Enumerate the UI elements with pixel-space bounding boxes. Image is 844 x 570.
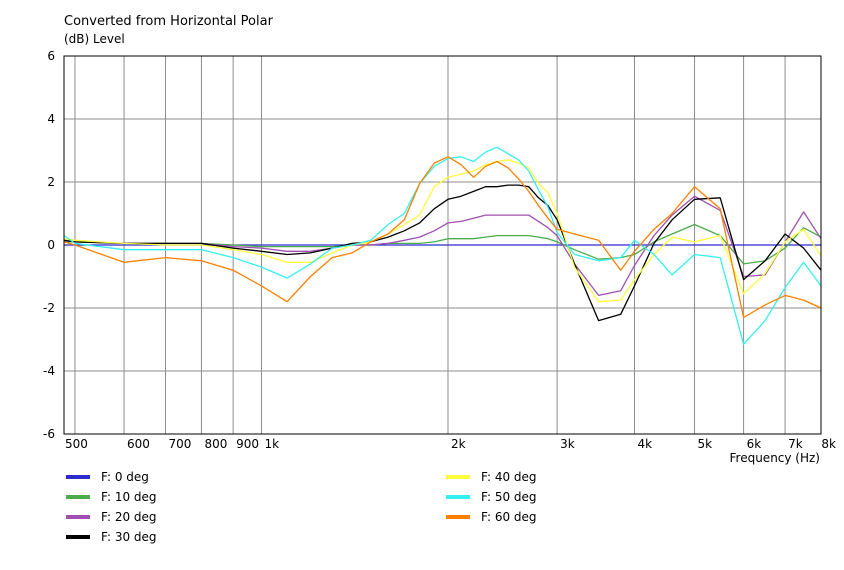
legend-label: F: 30 deg — [101, 530, 157, 544]
x-ticks: 500 600 700 800 900 1k 2k 3k 4k 5k 6k 7k 8k — [65, 437, 836, 451]
x-tick-label: 600 — [127, 437, 150, 451]
legend-label: F: 50 deg — [481, 490, 537, 504]
legend-label: F: 0 deg — [101, 470, 149, 484]
x-tick-label: 800 — [204, 437, 227, 451]
x-tick-label: 700 — [169, 437, 192, 451]
legend-label: F: 60 deg — [481, 510, 537, 524]
chart-title: Converted from Horizontal Polar — [64, 14, 274, 29]
legend-label: F: 10 deg — [101, 490, 157, 504]
legend-swatch — [66, 495, 90, 499]
legend-swatch — [446, 475, 470, 479]
y-tick-label: -4 — [43, 364, 55, 378]
series-line-f-30-deg — [63, 184, 822, 322]
series-line-f-40-deg — [63, 159, 822, 303]
y-tick-label: 6 — [47, 49, 55, 63]
y-tick-label: 2 — [47, 175, 55, 189]
plot-frame — [63, 55, 822, 435]
legend-label: F: 20 deg — [101, 510, 157, 524]
series-layer — [63, 146, 822, 345]
x-tick-label: 2k — [451, 437, 466, 451]
series-line-f-50-deg — [63, 146, 822, 345]
legend: F: 0 deg F: 10 deg F: 20 deg F: 30 deg F: 40… — [66, 470, 537, 544]
legend-swatch — [66, 535, 90, 539]
y-tick-label: 4 — [47, 112, 55, 126]
series-line-f-20-deg — [63, 195, 822, 297]
y-tick-label: 0 — [47, 238, 55, 252]
x-tick-label: 5k — [698, 437, 713, 451]
legend-swatch — [446, 515, 470, 519]
x-tick-label: 900 — [236, 437, 259, 451]
x-axis-label: Frequency (Hz) — [730, 451, 821, 465]
x-tick-label: 6k — [747, 437, 762, 451]
legend-label: F: 40 deg — [481, 470, 537, 484]
x-tick-label: 8k — [821, 437, 836, 451]
legend-swatch — [66, 515, 90, 519]
y-ticks: -6 -4 -2 0 2 4 6 — [43, 49, 55, 441]
x-tick-label: 4k — [637, 437, 652, 451]
y-axis-label: (dB) Level — [64, 32, 125, 46]
x-tick-label: 7k — [788, 437, 803, 451]
y-tick-label: -6 — [43, 427, 55, 441]
x-tick-label: 1k — [264, 437, 279, 451]
legend-swatch — [66, 475, 90, 479]
y-tick-label: -2 — [43, 301, 55, 315]
x-tick-label: 3k — [560, 437, 575, 451]
series-line-f-60-deg — [63, 156, 822, 319]
x-tick-label: 500 — [65, 437, 88, 451]
legend-swatch — [446, 495, 470, 499]
series-line-f-10-deg — [64, 223, 822, 265]
